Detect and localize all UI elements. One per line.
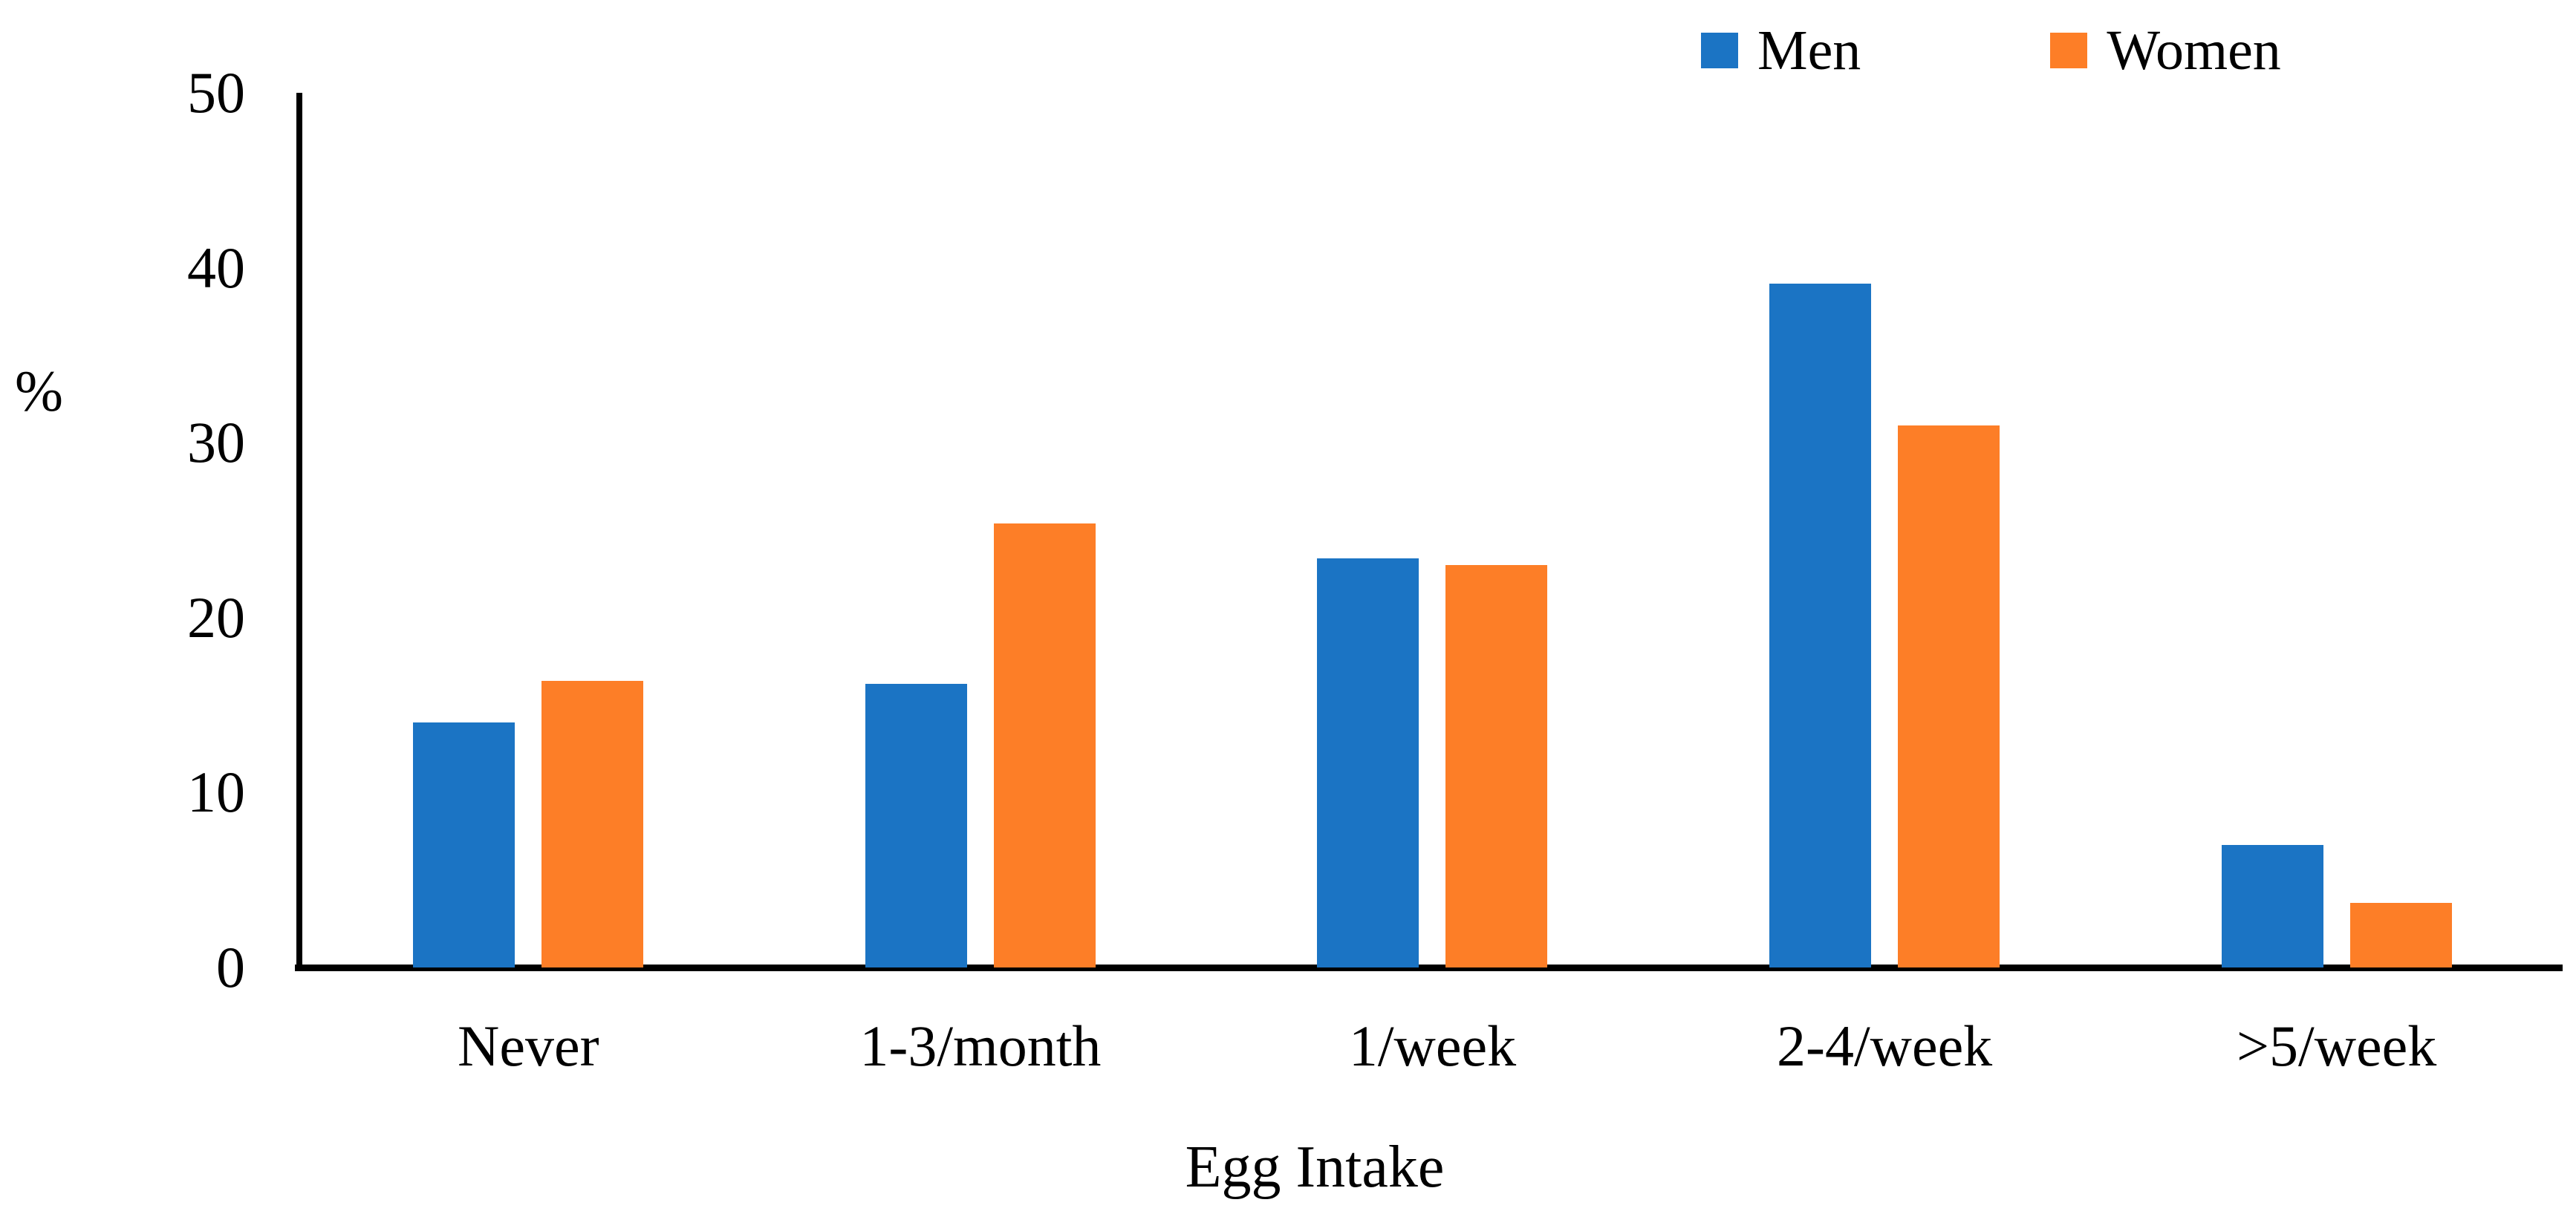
bar-men-1-3/month xyxy=(865,684,967,967)
y-tick-label-20: 20 xyxy=(187,584,245,650)
bar-men-Never xyxy=(413,722,515,967)
y-tick-label-40: 40 xyxy=(187,235,245,300)
bar-group-1/week xyxy=(1206,93,1659,967)
y-tick-label-50: 50 xyxy=(187,60,245,125)
bar-men-1/week xyxy=(1317,558,1419,967)
y-axis-line xyxy=(296,93,302,970)
x-tick-label-Never: Never xyxy=(458,1014,599,1078)
x-tick-label-2-4/week: 2-4/week xyxy=(1776,1014,1993,1078)
bar-men-2-4/week xyxy=(1769,284,1872,967)
legend-swatch-men xyxy=(1701,33,1738,68)
y-tick-label-0: 0 xyxy=(216,935,245,999)
chart-legend: Men Women xyxy=(1701,22,2281,79)
y-tick-label-30: 30 xyxy=(187,410,245,475)
x-tick-label-1-3/month: 1-3/month xyxy=(859,1014,1102,1078)
x-tick-label->5/week: >5/week xyxy=(2237,1014,2437,1078)
y-axis-tick-labels: 0 10 20 30 40 50 xyxy=(0,64,245,996)
x-tick-label-1/week: 1/week xyxy=(1348,1014,1517,1078)
bar-men->5/week xyxy=(2221,845,2323,967)
bar-group-Never xyxy=(302,93,755,967)
legend-label-men: Men xyxy=(1757,19,1861,82)
x-axis-title: Egg Intake xyxy=(1185,1135,1445,1200)
legend-swatch-women xyxy=(2050,33,2088,68)
y-tick-label-10: 10 xyxy=(187,760,245,825)
x-axis-line xyxy=(295,965,2563,971)
bar-group->5/week xyxy=(2110,93,2563,967)
legend-item-men: Men xyxy=(1701,22,1861,79)
bar-women-1-3/month xyxy=(993,523,1096,967)
legend-item-women: Women xyxy=(2050,22,2281,79)
bar-women-Never xyxy=(541,681,644,967)
bar-women-1/week xyxy=(1445,565,1548,967)
plot-area xyxy=(302,93,2563,967)
bar-women-2-4/week xyxy=(1898,425,2000,967)
bar-group-1-3/month xyxy=(755,93,1207,967)
legend-label-women: Women xyxy=(2107,19,2281,82)
y-axis-title: % xyxy=(15,359,63,423)
bar-women->5/week xyxy=(2349,903,2452,967)
x-axis-category-labels: Never 1-3/month 1/week 2-4/week >5/week xyxy=(302,1017,2563,1075)
bar-group-2-4/week xyxy=(1659,93,2111,967)
